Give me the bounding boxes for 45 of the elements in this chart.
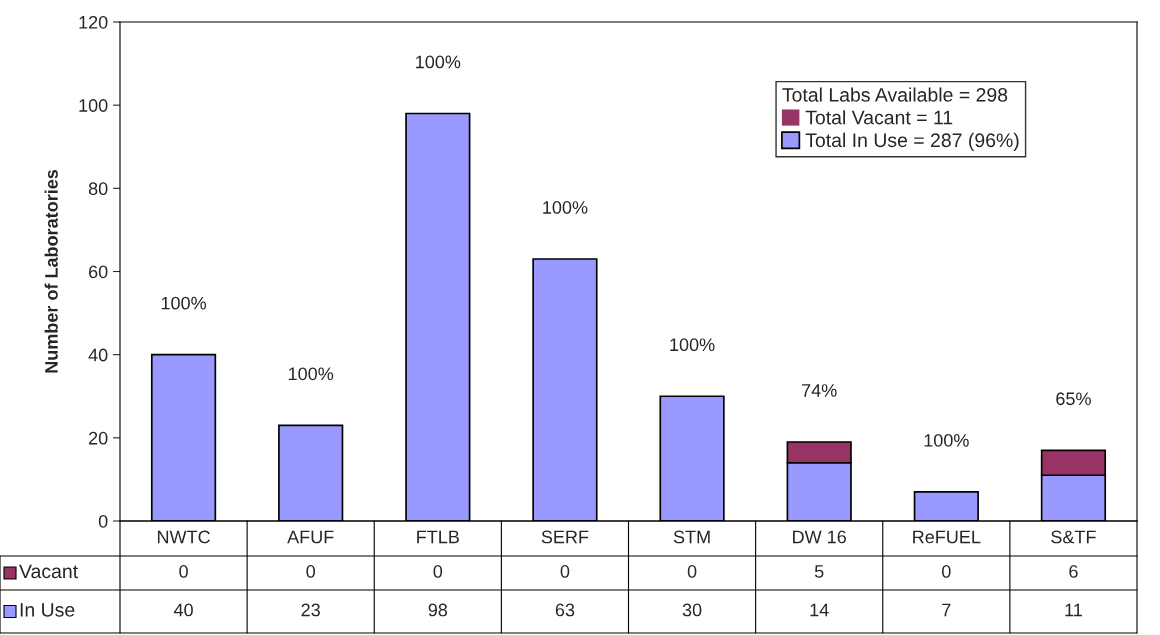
data-label: 11: [1065, 603, 1082, 617]
y-tick-label: 120: [79, 15, 108, 29]
annotation: 100%: [924, 433, 969, 447]
x-tick-label: FTLB: [417, 530, 459, 544]
data-label: 7: [942, 603, 951, 617]
x-tick-label: ReFUEL: [913, 530, 981, 544]
data-label: 0: [179, 565, 188, 578]
annotation: 100%: [670, 338, 715, 352]
legend-title: Total Labs Available = 298: [782, 87, 1008, 102]
legend-label: Total Vacant = 11: [805, 110, 953, 125]
y-tick-label: 0: [98, 514, 108, 528]
data-label: 98: [428, 603, 448, 617]
data-label: 5: [814, 565, 824, 578]
y-tick-label: 20: [89, 431, 108, 445]
legend-label: Total In Use = 287 (96%): [805, 132, 1019, 151]
annotation: 100%: [416, 55, 461, 69]
y-tick-label: 80: [88, 182, 108, 196]
x-tick-label: SERF: [541, 530, 589, 544]
text: Vacant: [19, 564, 78, 579]
data-label: 0: [687, 565, 697, 578]
data-label: 6: [1069, 565, 1078, 578]
y-tick-label: 100: [79, 99, 108, 112]
annotation: 100%: [161, 296, 207, 310]
data-label: 14: [810, 603, 829, 617]
data-label: 0: [433, 565, 443, 578]
x-tick-label: S&TF: [1051, 530, 1096, 544]
data-label: 40: [173, 603, 193, 617]
y-axis-title: Number of Laboratories: [44, 169, 58, 373]
annotation: 100%: [288, 367, 334, 381]
data-label: 30: [682, 603, 702, 617]
y-tick-label: 60: [89, 265, 108, 279]
annotation: 74%: [802, 384, 837, 397]
annotation: 100%: [543, 201, 588, 214]
annotation: 65%: [1056, 392, 1091, 406]
text: In Use: [20, 603, 75, 617]
data-label: 0: [560, 565, 570, 578]
data-label: 0: [942, 565, 951, 578]
data-label: 0: [306, 565, 315, 578]
x-tick-label: STM: [673, 530, 710, 544]
data-label: 23: [301, 603, 320, 617]
x-tick-label: DW 16: [793, 530, 846, 544]
data-label: 63: [555, 603, 575, 617]
y-tick-label: 40: [88, 348, 108, 362]
x-tick-label: AFUF: [287, 530, 334, 544]
x-tick-label: NWTC: [157, 530, 210, 544]
